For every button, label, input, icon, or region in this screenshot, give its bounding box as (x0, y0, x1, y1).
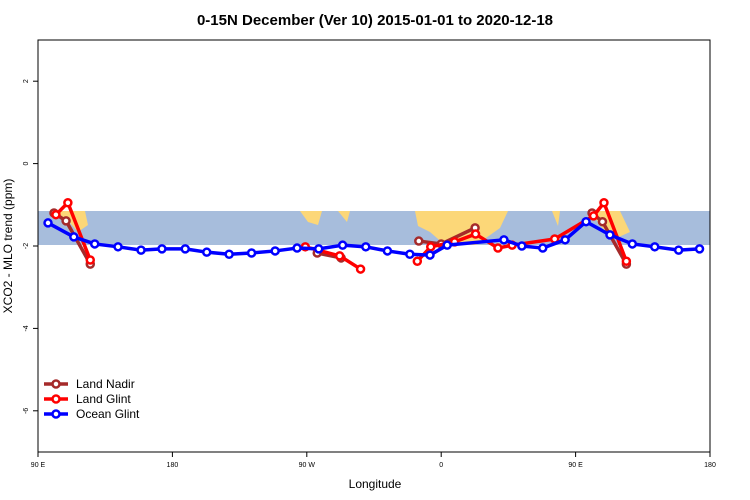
point (136, 245, 146, 255)
point (517, 241, 527, 251)
point (355, 264, 366, 274)
point (649, 242, 660, 252)
point (405, 249, 415, 259)
point (201, 247, 212, 257)
point (537, 243, 548, 253)
legend-swatch-point (51, 394, 61, 404)
legend-swatch-point (51, 379, 61, 389)
point (270, 246, 280, 256)
point (113, 242, 123, 252)
y-tick-label: 0 (23, 162, 30, 166)
point (337, 240, 348, 250)
point (599, 197, 609, 208)
x-tick-label: 90 E (568, 462, 583, 469)
point (493, 243, 503, 253)
point (694, 244, 705, 254)
point (470, 229, 481, 239)
point (605, 230, 615, 240)
y-tick-label: -2 (23, 243, 30, 249)
x-axis-label: Longitude (349, 477, 402, 491)
point (313, 244, 324, 254)
legend-label: Ocean Glint (76, 407, 140, 421)
point (627, 239, 638, 249)
legend-label: Land Nadir (76, 377, 135, 391)
point (588, 211, 599, 221)
point (499, 235, 509, 245)
point (412, 256, 423, 266)
point (157, 244, 167, 254)
point (246, 248, 257, 258)
y-tick-label: -4 (23, 325, 30, 331)
x-tick-label: 180 (167, 462, 179, 469)
point (442, 240, 452, 250)
point (89, 239, 100, 249)
point (425, 250, 435, 260)
point (224, 249, 234, 259)
point (597, 216, 608, 227)
x-tick-label: 180 (704, 462, 716, 469)
y-tick-label: 2 (23, 79, 30, 83)
point (334, 251, 345, 261)
chart-title: 0-15N December (Ver 10) 2015-01-01 to 20… (197, 12, 553, 29)
legend-swatch-point (51, 409, 61, 419)
point (180, 244, 190, 254)
point (382, 246, 393, 256)
point (61, 216, 71, 226)
legend-label: Land Glint (76, 392, 131, 406)
point (425, 242, 436, 252)
point (51, 209, 61, 220)
y-axis-label: XCO2 - MLO trend (ppm) (1, 179, 15, 314)
point (85, 255, 96, 265)
x-tick-label: 0 (439, 462, 443, 469)
point (69, 232, 79, 242)
point (560, 235, 570, 245)
point (63, 197, 73, 208)
point (673, 245, 684, 255)
x-tick-label: 90 W (299, 462, 316, 469)
point (621, 256, 632, 266)
x-tick-label: 90 E (31, 462, 46, 469)
y-tick-label: -6 (23, 408, 30, 414)
point (361, 242, 371, 252)
point (292, 243, 302, 253)
point (581, 216, 591, 227)
point (43, 218, 53, 228)
point (414, 236, 424, 246)
